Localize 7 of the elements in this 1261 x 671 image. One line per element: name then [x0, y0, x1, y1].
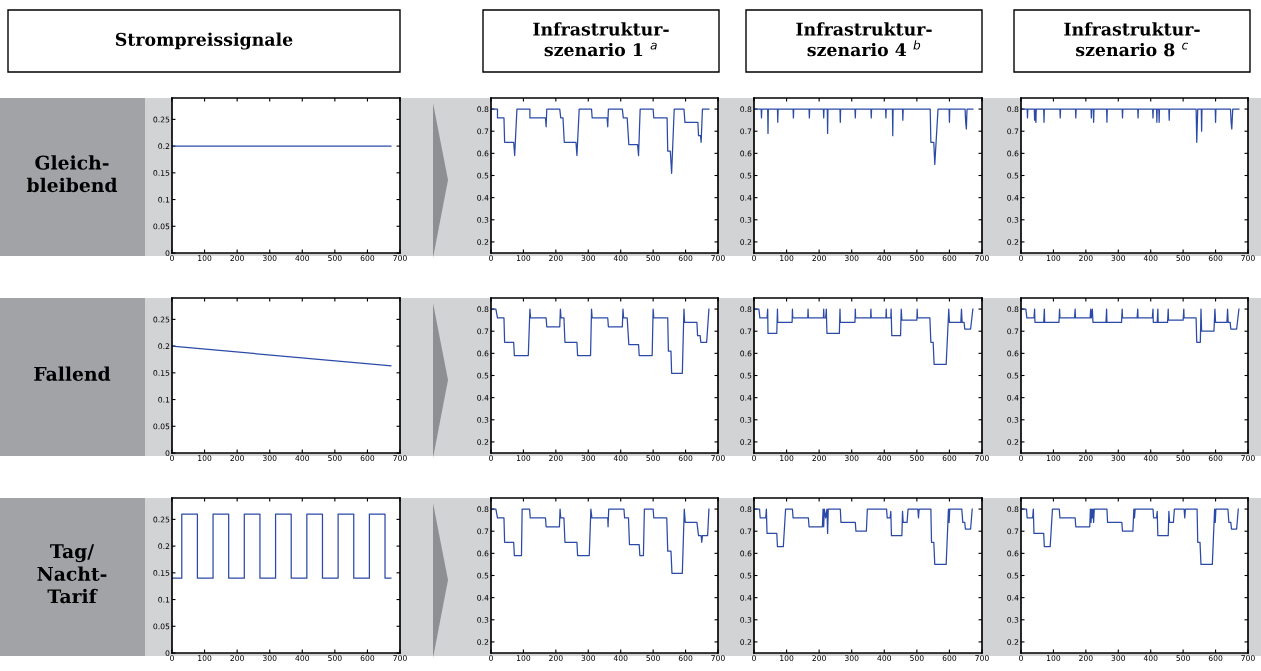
chart-title: Infrastruktur- szenario 8 $^{c}$ — [1064, 22, 1200, 57]
chart-title: Infrastruktur- szenario 1 $^{a}$ — [533, 22, 669, 57]
y-axis-title: Tag/ Nacht- Tarif — [37, 544, 107, 604]
y-axis-title: Gleich- bleibend — [26, 155, 118, 193]
y-axis-title: Fallend — [34, 366, 111, 381]
chart-title: Infrastruktur- szenario 4 $^{b}$ — [796, 22, 932, 57]
chart-title: Strompreissignale — [115, 32, 293, 50]
